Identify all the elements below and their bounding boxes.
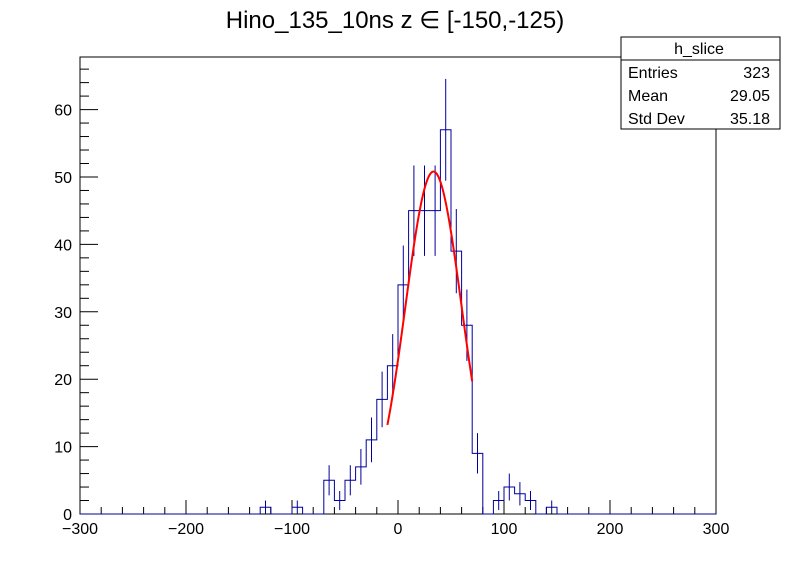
- y-tick-label: 40: [54, 237, 72, 254]
- stats-box-title: h_slice: [674, 41, 724, 58]
- x-tick-label: 200: [597, 521, 624, 538]
- y-tick-label: 50: [54, 170, 72, 187]
- y-tick-label: 20: [54, 372, 72, 389]
- x-tick-label: −300: [62, 521, 98, 538]
- stats-entries-label: Entries: [628, 65, 678, 82]
- chart-title: Hino_135_10ns z ∈ [-150,-125): [226, 7, 564, 34]
- stats-stddev-value: 35.18: [730, 111, 770, 128]
- y-tick-label: 30: [54, 305, 72, 322]
- x-tick-label: −200: [168, 521, 204, 538]
- gaussian-fit-curve: [386, 170, 474, 426]
- x-tick-label: −100: [274, 521, 310, 538]
- histogram-outline: [80, 129, 716, 515]
- x-tick-label: 100: [491, 521, 518, 538]
- y-tick-label: 10: [54, 440, 72, 457]
- stats-entries-value: 323: [743, 65, 770, 82]
- y-axis: 0 10 20 30 40 50 60: [54, 68, 98, 524]
- y-tick-label: 60: [54, 103, 72, 120]
- x-tick-label: 300: [703, 521, 730, 538]
- y-tick-label: 0: [63, 507, 72, 524]
- stats-stddev-label: Std Dev: [628, 111, 685, 128]
- x-axis: −300 −200 −100 0 100 200 300: [62, 500, 729, 538]
- stats-mean-label: Mean: [628, 88, 668, 105]
- stats-box-frame: [620, 36, 781, 130]
- stats-box: h_slice Entries 323 Mean 29.05 Std Dev 3…: [620, 36, 781, 130]
- error-bars: [265, 78, 553, 514]
- stats-mean-value: 29.05: [730, 88, 770, 105]
- x-tick-label: 0: [394, 521, 403, 538]
